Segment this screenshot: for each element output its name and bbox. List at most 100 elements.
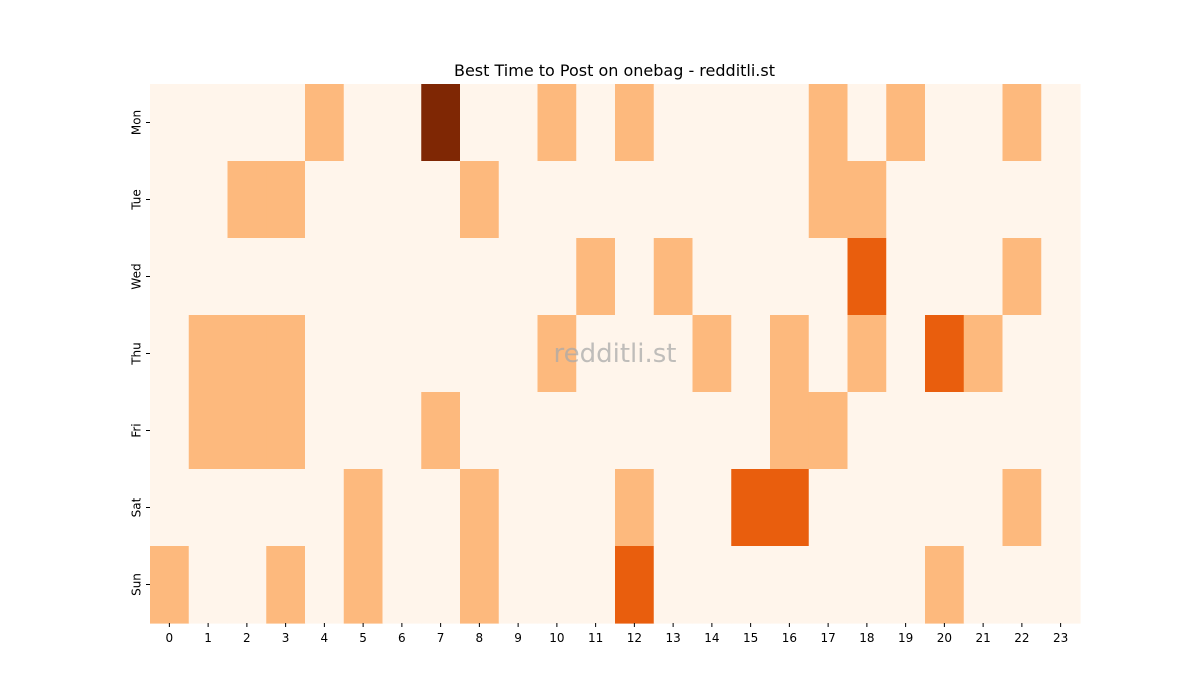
x-tick-label: 10 — [549, 631, 564, 645]
heatmap-cell-wed-8 — [460, 238, 500, 316]
heatmap-cell-sat-8 — [460, 469, 500, 547]
heatmap-cell-wed-23 — [1041, 238, 1081, 316]
heatmap-cell-thu-6 — [382, 315, 422, 393]
heatmap-cell-sun-21 — [963, 546, 1004, 624]
heatmap-cell-tue-12 — [615, 161, 655, 239]
x-tick-label: 8 — [476, 631, 484, 645]
heatmap-cell-fri-23 — [1041, 392, 1081, 470]
heatmap-cell-wed-16 — [770, 238, 810, 316]
heatmap-cell-thu-1 — [188, 315, 229, 393]
heatmap-cell-wed-11 — [576, 238, 616, 316]
x-tick-label: 13 — [665, 631, 680, 645]
heatmap-cell-thu-19 — [886, 315, 926, 393]
heatmap-cell-sat-9 — [498, 469, 539, 547]
x-tick-label: 20 — [937, 631, 952, 645]
heatmap-cell-fri-7 — [421, 392, 461, 470]
heatmap-cell-mon-22 — [1002, 84, 1042, 162]
heatmap-cell-wed-4 — [305, 238, 345, 316]
heatmap-cell-sat-19 — [886, 469, 926, 547]
heatmap-cell-mon-21 — [963, 84, 1004, 162]
heatmap-cell-sat-16 — [770, 469, 810, 547]
x-tick-label: 9 — [514, 631, 522, 645]
heatmap-cell-mon-15 — [731, 84, 771, 162]
heatmap-cell-tue-14 — [692, 161, 732, 239]
heatmap-cell-sun-8 — [460, 546, 500, 624]
heatmap-cell-sun-10 — [537, 546, 577, 624]
heatmap-cell-fri-19 — [886, 392, 926, 470]
watermark: redditli.st — [554, 339, 677, 369]
heatmap-cell-wed-3 — [266, 238, 306, 316]
heatmap-cell-sat-21 — [963, 469, 1004, 547]
heatmap-cell-tue-21 — [963, 161, 1004, 239]
y-axis: Mon Tue Wed Thu Fri Sat Sun — [130, 110, 150, 596]
heatmap-cell-fri-13 — [653, 392, 694, 470]
heatmap-cell-thu-9 — [498, 315, 539, 393]
x-tick-label: 23 — [1053, 631, 1068, 645]
heatmap-cell-sun-16 — [770, 546, 810, 624]
y-tick-label: Fri — [130, 423, 144, 437]
heatmap-cell-sat-23 — [1041, 469, 1081, 547]
heatmap-cell-fri-20 — [925, 392, 965, 470]
heatmap-cell-tue-1 — [188, 161, 229, 239]
heatmap-cell-mon-5 — [343, 84, 384, 162]
x-tick-label: 7 — [437, 631, 445, 645]
heatmap-cell-tue-5 — [343, 161, 384, 239]
heatmap-cell-sun-7 — [421, 546, 461, 624]
heatmap-cell-fri-11 — [576, 392, 616, 470]
x-tick-label: 6 — [398, 631, 406, 645]
heatmap-cell-fri-15 — [731, 392, 771, 470]
heatmap-cell-sat-12 — [615, 469, 655, 547]
heatmap-cell-sun-6 — [382, 546, 422, 624]
heatmap-cell-mon-13 — [653, 84, 694, 162]
heatmap-cell-tue-3 — [266, 161, 306, 239]
heatmap-cell-mon-1 — [188, 84, 229, 162]
heatmap-cell-thu-17 — [808, 315, 849, 393]
heatmap-cell-sun-18 — [847, 546, 887, 624]
heatmap-cell-tue-11 — [576, 161, 616, 239]
heatmap-cell-sat-20 — [925, 469, 965, 547]
heatmap-cell-sun-1 — [188, 546, 229, 624]
heatmap-cell-thu-10 — [537, 315, 577, 393]
heatmap-cell-sun-9 — [498, 546, 539, 624]
x-tick-label: 4 — [321, 631, 329, 645]
heatmap-cell-fri-4 — [305, 392, 345, 470]
heatmap-cell-tue-16 — [770, 161, 810, 239]
heatmap-cell-sun-3 — [266, 546, 306, 624]
heatmap-cell-mon-8 — [460, 84, 500, 162]
x-tick-label: 3 — [282, 631, 290, 645]
heatmap-cell-mon-11 — [576, 84, 616, 162]
heatmap-cell-thu-4 — [305, 315, 345, 393]
x-tick-label: 5 — [359, 631, 367, 645]
y-tick-label: Mon — [130, 110, 144, 135]
heatmap-cell-sat-1 — [188, 469, 229, 547]
heatmap-cell-thu-2 — [227, 315, 267, 393]
heatmap-cell-mon-20 — [925, 84, 965, 162]
heatmap-cell-mon-2 — [227, 84, 267, 162]
heatmap-cell-wed-18 — [847, 238, 887, 316]
heatmap-cell-wed-1 — [188, 238, 229, 316]
heatmap-cell-fri-3 — [266, 392, 306, 470]
heatmap-cell-sat-11 — [576, 469, 616, 547]
heatmap-cell-sat-17 — [808, 469, 849, 547]
heatmap-cell-wed-12 — [615, 238, 655, 316]
heatmap-cell-tue-20 — [925, 161, 965, 239]
heatmap-cell-sat-3 — [266, 469, 306, 547]
heatmap-cell-sun-2 — [227, 546, 267, 624]
x-axis: 0 1 2 3 4 5 6 7 8 9 10 11 12 13 14 15 16 17 18 19 20 21 22 23 — [166, 623, 1068, 645]
y-tick-label: Tue — [130, 189, 144, 211]
x-tick-label: 22 — [1014, 631, 1029, 645]
heatmap-cell-sun-12 — [615, 546, 655, 624]
heatmap-cell-sat-7 — [421, 469, 461, 547]
heatmap-cell-mon-17 — [808, 84, 849, 162]
x-tick-label: 15 — [743, 631, 758, 645]
heatmap-cell-wed-5 — [343, 238, 384, 316]
heatmap-cell-tue-9 — [498, 161, 539, 239]
heatmap-cell-fri-14 — [692, 392, 732, 470]
heatmap-cell-thu-8 — [460, 315, 500, 393]
heatmap-cell-tue-17 — [808, 161, 849, 239]
heatmap-cell-sat-4 — [305, 469, 345, 547]
heatmap-cell-sat-18 — [847, 469, 887, 547]
heatmap-cell-thu-13 — [653, 315, 694, 393]
x-tick-label: 18 — [859, 631, 874, 645]
